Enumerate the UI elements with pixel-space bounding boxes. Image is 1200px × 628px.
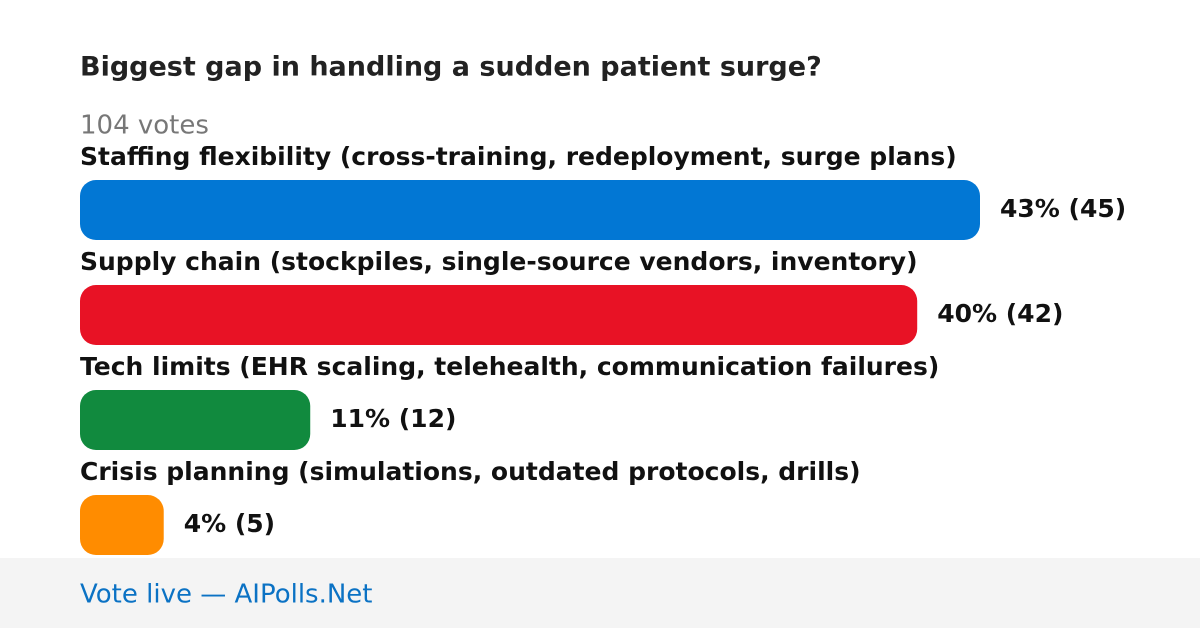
bar [80,390,311,450]
bar [80,285,918,345]
option-label: Crisis planning (simulations, outdated p… [80,457,861,486]
footer-link[interactable]: Vote live — AIPolls.Net [80,580,373,610]
value-label: 40% (42) [937,299,1063,328]
option-label: Tech limits (EHR scaling, telehealth, co… [80,352,939,381]
bar [80,495,164,555]
value-label: 11% (12) [330,404,456,433]
option-label: Staffing flexibility (cross-training, re… [80,142,957,171]
bar [80,180,980,240]
vote-count: 104 votes [80,111,209,141]
poll-title: Biggest gap in handling a sudden patient… [80,52,822,83]
value-label: 43% (45) [1000,194,1126,223]
option-label: Supply chain (stockpiles, single-source … [80,247,918,276]
value-label: 4% (5) [184,509,275,538]
footer-band [0,558,1200,628]
